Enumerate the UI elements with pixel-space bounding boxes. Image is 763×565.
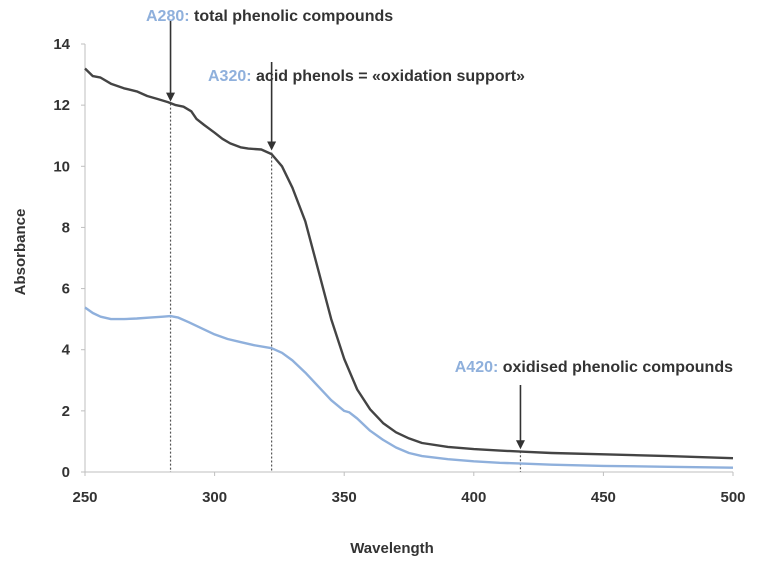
annotation-arrow-head-3 xyxy=(515,440,525,450)
x-tick-label: 250 xyxy=(72,489,97,506)
annotation-arrows xyxy=(166,21,525,450)
reference-lines xyxy=(169,103,522,472)
x-axis-title: Wavelength xyxy=(350,540,434,557)
series-line-1 xyxy=(84,67,734,460)
annotation-label-2: A320: acid phenols = «oxidation support» xyxy=(208,68,525,85)
annotation-arrow-head-2 xyxy=(267,141,277,151)
x-tick-label: 500 xyxy=(720,489,745,506)
annotation-arrow-head-1 xyxy=(166,92,176,102)
x-tick-label: 450 xyxy=(591,489,616,506)
annotation-key: A420: xyxy=(455,359,499,376)
y-tick-label: 4 xyxy=(62,342,71,359)
annotations: A280: total phenolic compounds A320: acid… xyxy=(146,8,733,376)
y-axis-title: Absorbance xyxy=(12,209,29,296)
annotation-label-3: A420: oxidised phenolic compounds xyxy=(455,359,733,376)
x-tick-label: 300 xyxy=(202,489,227,506)
y-tick-label: 0 xyxy=(62,464,70,481)
x-tick-label: 350 xyxy=(332,489,357,506)
y-tick-label: 2 xyxy=(62,403,70,420)
y-tick-label: 6 xyxy=(62,281,70,298)
series-lines xyxy=(84,67,734,469)
annotation-label-1: A280: total phenolic compounds xyxy=(146,8,393,25)
annotation-description: total phenolic compounds xyxy=(190,8,394,25)
series-line-2 xyxy=(84,306,734,469)
annotation-description: acid phenols = «oxidation support» xyxy=(252,68,525,85)
y-tick-label: 10 xyxy=(53,158,70,175)
axes: 0 2 4 6 8 10 12 14 250 300 350 400 450 500 xyxy=(53,36,745,506)
annotation-key: A280: xyxy=(146,8,190,25)
y-tick-label: 12 xyxy=(53,97,70,114)
annotation-key: A320: xyxy=(208,68,252,85)
annotation-description: oxidised phenolic compounds xyxy=(498,359,733,376)
y-tick-label: 14 xyxy=(53,36,70,53)
x-tick-label: 400 xyxy=(461,489,486,506)
y-tick-label: 8 xyxy=(62,219,70,236)
